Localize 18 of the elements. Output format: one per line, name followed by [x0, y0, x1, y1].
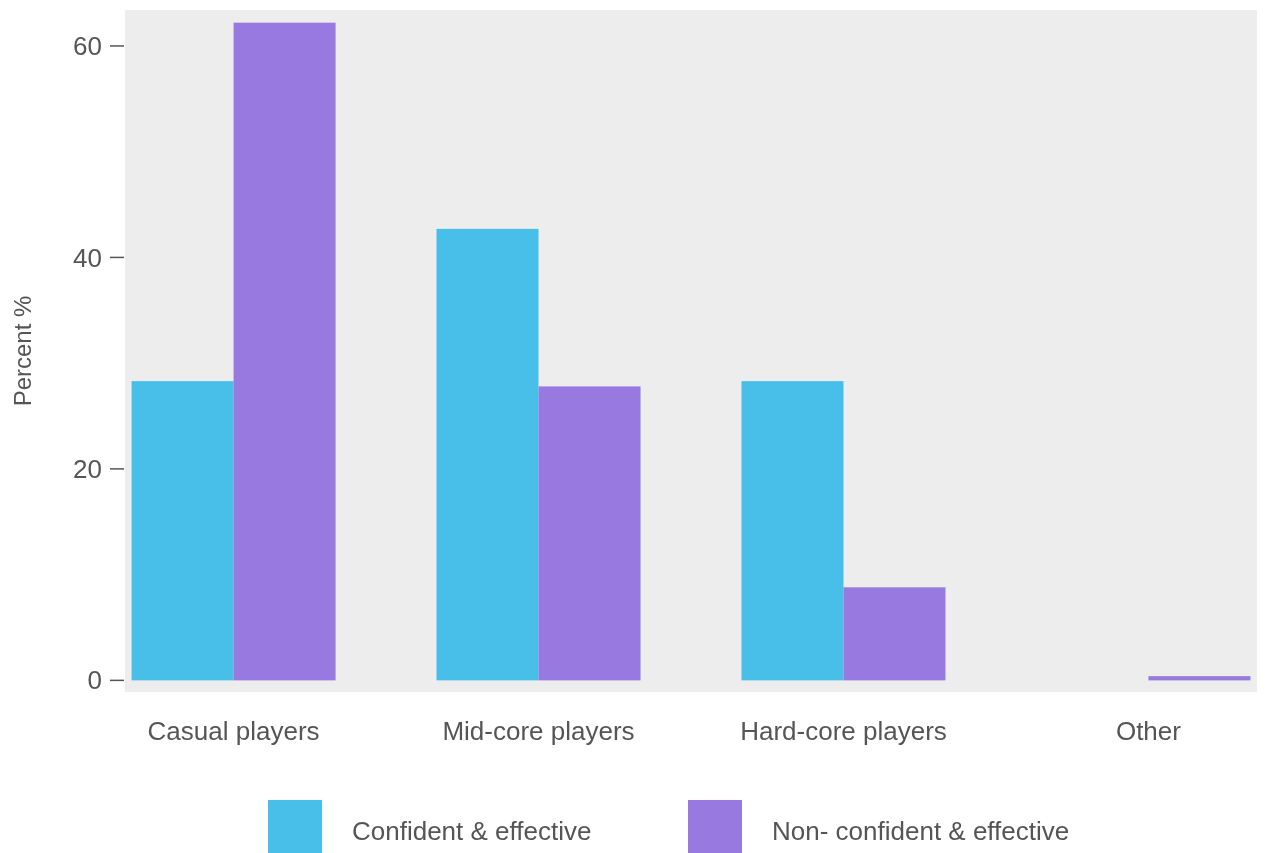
bar [843, 587, 946, 681]
x-tick-label: Hard-core players [740, 716, 947, 746]
y-axis-title: Percent % [9, 295, 36, 407]
y-tick-label: 20 [73, 454, 102, 484]
bar [1148, 676, 1251, 681]
y-tick-label: 0 [87, 665, 102, 696]
bar [741, 381, 844, 681]
bar [233, 22, 336, 681]
y-tick-label: 40 [73, 242, 102, 273]
y-tick-label: 60 [73, 31, 102, 62]
legend-label: Non- confident & effective [772, 816, 1070, 846]
bar [538, 386, 641, 681]
bar [131, 381, 234, 681]
legend-label: Confident & effective [352, 816, 592, 846]
x-tick-label: Mid-core players [442, 716, 635, 746]
x-tick-label: Other [1115, 716, 1182, 746]
bar [436, 228, 539, 681]
x-tick-label: Casual players [147, 716, 320, 746]
